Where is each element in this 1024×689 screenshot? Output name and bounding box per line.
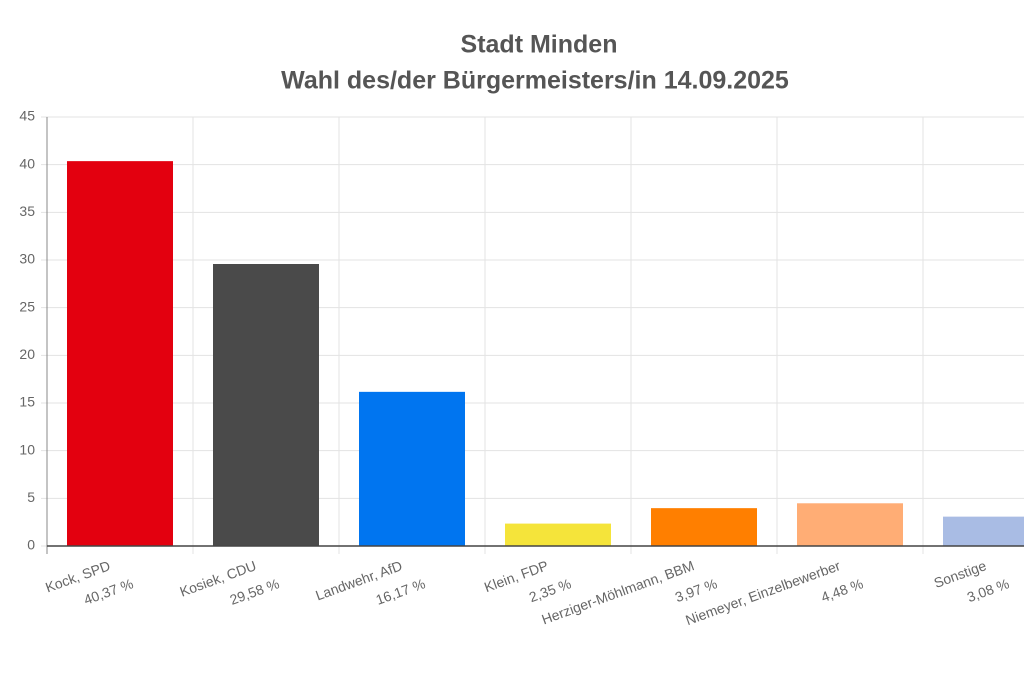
bar [67,161,173,546]
value-label: 2,35 % [527,575,573,605]
y-tick-label: 45 [19,108,35,124]
bar [359,391,465,546]
value-label: 3,08 % [965,575,1011,605]
value-label: 3,97 % [673,575,719,605]
chart-title: Stadt Minden [461,31,618,59]
value-label: 4,48 % [819,575,865,605]
bar [651,508,757,546]
bar [943,516,1024,546]
chart-subtitle: Wahl des/der Bürgermeisters/in 14.09.202… [281,67,789,95]
y-tick-label: 0 [27,537,35,553]
y-tick-label: 15 [19,394,35,410]
y-tick-label: 40 [19,155,35,171]
y-tick-label: 30 [19,251,35,267]
y-tick-label: 5 [27,489,35,505]
bar [213,264,319,546]
bar [505,523,611,546]
bar [797,503,903,546]
y-tick-label: 20 [19,346,35,362]
y-tick-label: 10 [19,441,35,457]
y-tick-label: 35 [19,203,35,219]
y-tick-label: 25 [19,298,35,314]
